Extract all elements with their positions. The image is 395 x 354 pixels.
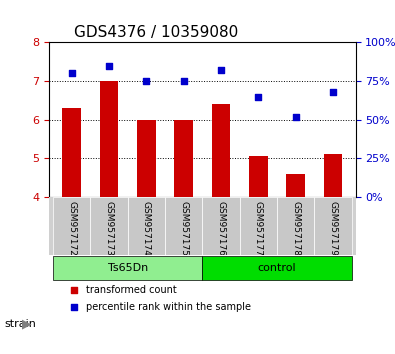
- Text: transformed count: transformed count: [86, 285, 177, 295]
- Text: strain: strain: [4, 319, 36, 329]
- FancyBboxPatch shape: [53, 256, 203, 280]
- Point: [71, 304, 77, 309]
- Text: percentile rank within the sample: percentile rank within the sample: [86, 302, 251, 312]
- Point: [106, 63, 112, 68]
- FancyBboxPatch shape: [314, 197, 352, 255]
- Text: Ts65Dn: Ts65Dn: [108, 263, 148, 273]
- Point: [293, 114, 299, 119]
- Point: [181, 78, 187, 84]
- Text: ▶: ▶: [22, 318, 31, 330]
- Text: GSM957172: GSM957172: [67, 201, 76, 256]
- FancyBboxPatch shape: [53, 197, 90, 255]
- Point: [143, 78, 150, 84]
- Text: GSM957174: GSM957174: [142, 201, 151, 256]
- FancyBboxPatch shape: [203, 197, 240, 255]
- Bar: [62, 108, 81, 197]
- Bar: [286, 174, 305, 197]
- Text: GSM957173: GSM957173: [105, 201, 114, 257]
- Text: GSM957178: GSM957178: [291, 201, 300, 257]
- Text: control: control: [258, 263, 296, 273]
- Bar: [137, 120, 156, 197]
- Point: [255, 94, 261, 99]
- FancyBboxPatch shape: [277, 197, 314, 255]
- FancyBboxPatch shape: [165, 197, 203, 255]
- Point: [69, 70, 75, 76]
- Text: GDS4376 / 10359080: GDS4376 / 10359080: [74, 25, 238, 40]
- Text: GSM957175: GSM957175: [179, 201, 188, 257]
- Point: [218, 67, 224, 73]
- Bar: [249, 156, 268, 197]
- Bar: [175, 120, 193, 197]
- FancyBboxPatch shape: [203, 256, 352, 280]
- Text: GSM957176: GSM957176: [216, 201, 226, 257]
- Point: [71, 287, 77, 292]
- Bar: [100, 81, 118, 197]
- FancyBboxPatch shape: [128, 197, 165, 255]
- Text: GSM957179: GSM957179: [329, 201, 338, 257]
- FancyBboxPatch shape: [240, 197, 277, 255]
- Bar: [324, 154, 342, 197]
- Text: GSM957177: GSM957177: [254, 201, 263, 257]
- Point: [330, 89, 336, 95]
- Bar: [212, 104, 230, 197]
- FancyBboxPatch shape: [90, 197, 128, 255]
